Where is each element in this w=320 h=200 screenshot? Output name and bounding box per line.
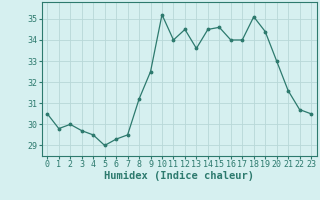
X-axis label: Humidex (Indice chaleur): Humidex (Indice chaleur) xyxy=(104,171,254,181)
